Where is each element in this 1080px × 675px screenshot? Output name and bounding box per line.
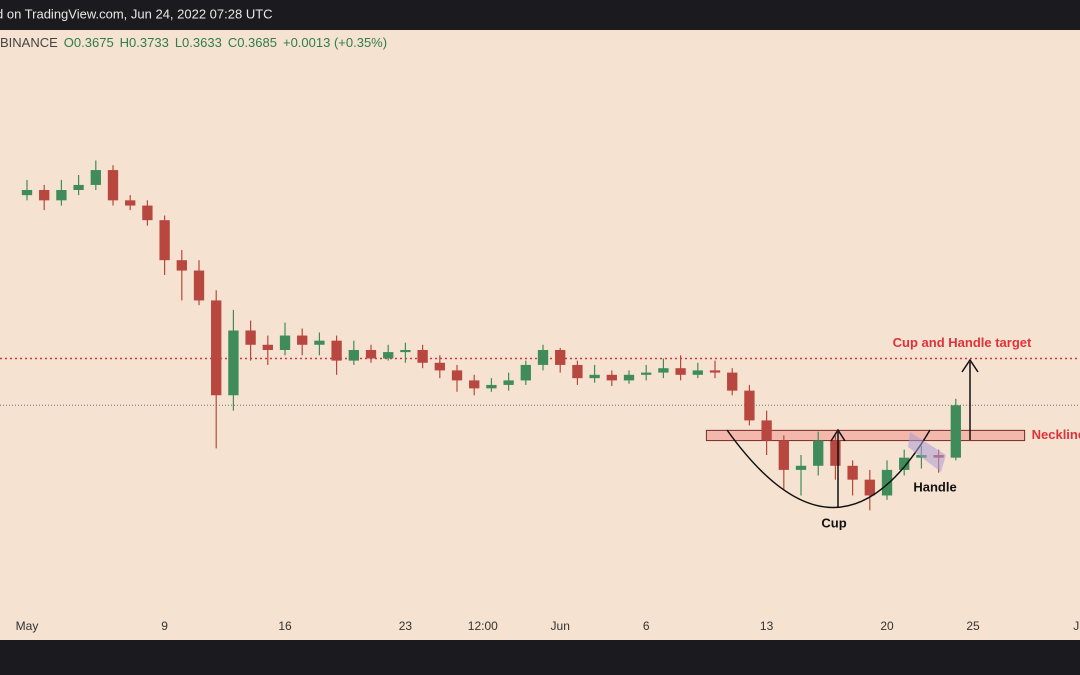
plot: May 9 16 23 12:00 Jun 6 13 20 25 J Neckline Cup and … (0, 160, 1080, 633)
x-tick-label: 25 (966, 619, 980, 633)
candle-body (348, 349, 359, 361)
candle-body (623, 374, 635, 381)
candle-body (589, 374, 600, 379)
bottom-bar (0, 640, 1080, 675)
cup-arrowhead (830, 428, 846, 442)
candle-body (56, 190, 67, 201)
candle-body (864, 479, 875, 496)
x-tick-label: 6 (643, 619, 650, 633)
candle-body (107, 170, 119, 201)
x-tick-label: 13 (760, 619, 774, 633)
candle-body (761, 420, 772, 441)
ohlc-value: +0.0013 (+0.35%) (282, 35, 388, 50)
x-tick-label: 23 (399, 619, 413, 633)
candle-body (727, 372, 738, 391)
candle-body (21, 190, 33, 196)
candle-body (331, 340, 342, 361)
candle-body (142, 205, 153, 221)
candle-body (245, 330, 256, 345)
candle-body (400, 349, 411, 353)
x-tick-label: 20 (880, 619, 894, 633)
candle-body (193, 270, 205, 301)
candle-body (847, 465, 858, 480)
cup-label: Cup (821, 515, 846, 530)
legend: BINANCE O0.3675 H0.3733 L0.3633 C0.3685 +0.0… (0, 35, 387, 50)
candle-body (176, 260, 187, 271)
candle-body (503, 380, 514, 385)
candle-body (279, 335, 291, 350)
top-bar (0, 0, 1080, 30)
candle-body (537, 349, 549, 365)
handle-label: Handle (913, 479, 956, 494)
candle-body (830, 440, 841, 466)
x-tick-label: 12:00 (468, 619, 498, 633)
candle-body (211, 300, 222, 396)
caption: d on TradingView.com, Jun 24, 2022 07:28… (0, 6, 273, 21)
x-tick-label: 9 (161, 619, 168, 633)
candle-body (125, 200, 136, 206)
candle-body (520, 364, 531, 381)
target-arrowhead (961, 358, 979, 373)
candle-body (434, 362, 445, 371)
candle-body (90, 170, 101, 185)
candle-body (606, 374, 617, 381)
candle-body (486, 384, 497, 389)
x-tick-label: 16 (278, 619, 292, 633)
candle-body (881, 469, 893, 496)
candle-body (641, 372, 652, 375)
candle-body (658, 368, 669, 373)
candle-body (709, 370, 721, 373)
neckline-label: Neckline (1032, 427, 1080, 442)
candle-body (159, 220, 170, 261)
candle-body (899, 457, 910, 470)
x-tick-label: May (16, 619, 39, 633)
cup-arc (726, 429, 931, 509)
candle-body (228, 330, 239, 396)
candle-body (675, 368, 686, 375)
ohlc-value: L0.3633 (174, 35, 222, 50)
candle-body (692, 370, 703, 375)
candle-body (262, 344, 273, 350)
candle-body (365, 349, 377, 359)
candle-body (73, 184, 84, 191)
candle-body (451, 370, 463, 381)
candle-body (555, 349, 566, 365)
candle-body (383, 352, 394, 359)
candle-body (813, 440, 824, 466)
candle-body (778, 440, 789, 470)
candle-body (314, 340, 325, 345)
target-label: Cup and Handle target (893, 335, 1032, 350)
x-tick-label: J (1073, 619, 1079, 633)
x-tick-label: Jun (551, 619, 570, 633)
candle-body (744, 390, 755, 421)
candle-body (297, 335, 308, 345)
candle-body (417, 349, 428, 363)
handle-flag (908, 432, 946, 472)
ohlc-value: C0.3685 (227, 35, 277, 50)
candle-body (795, 465, 807, 470)
candle-body (469, 380, 480, 389)
candle-body (950, 405, 961, 458)
candle-body (572, 364, 583, 379)
ohlc-value: H0.3733 (119, 35, 169, 50)
neckline-zone (705, 429, 1026, 442)
candle-body (39, 190, 50, 201)
exchange: BINANCE (0, 35, 58, 50)
ohlc-value: O0.3675 (63, 35, 114, 50)
